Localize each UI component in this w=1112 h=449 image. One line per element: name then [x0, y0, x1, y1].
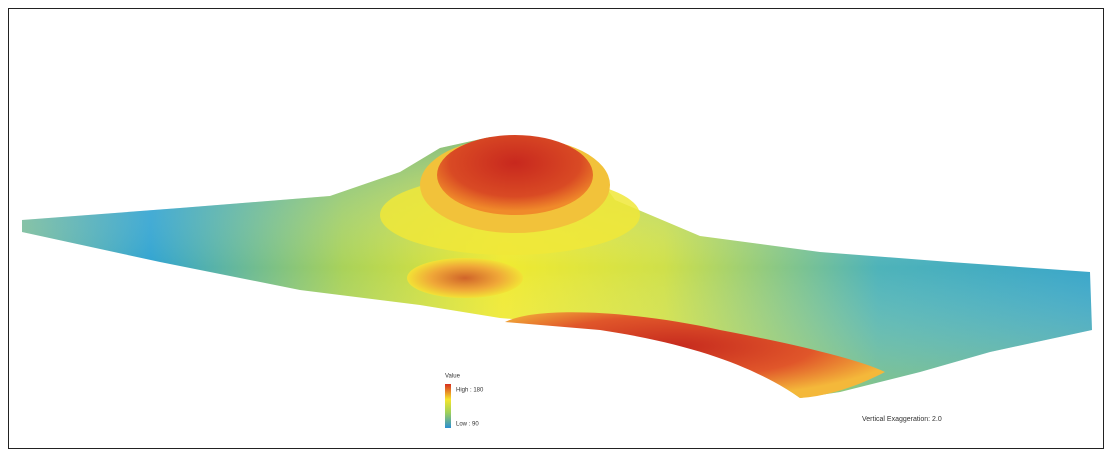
legend-title: Value: [445, 374, 461, 380]
scene-view: Value High : 180 Low : 90 Vertical Exagg…: [0, 0, 1112, 449]
legend-low: Low : 90: [456, 422, 479, 428]
caption: Vertical Exaggeration: 2.0: [862, 416, 942, 423]
legend-high: High : 180: [456, 388, 484, 394]
legend-ramp: [445, 384, 451, 428]
page: Value High : 180 Low : 90 Vertical Exagg…: [0, 0, 1112, 449]
